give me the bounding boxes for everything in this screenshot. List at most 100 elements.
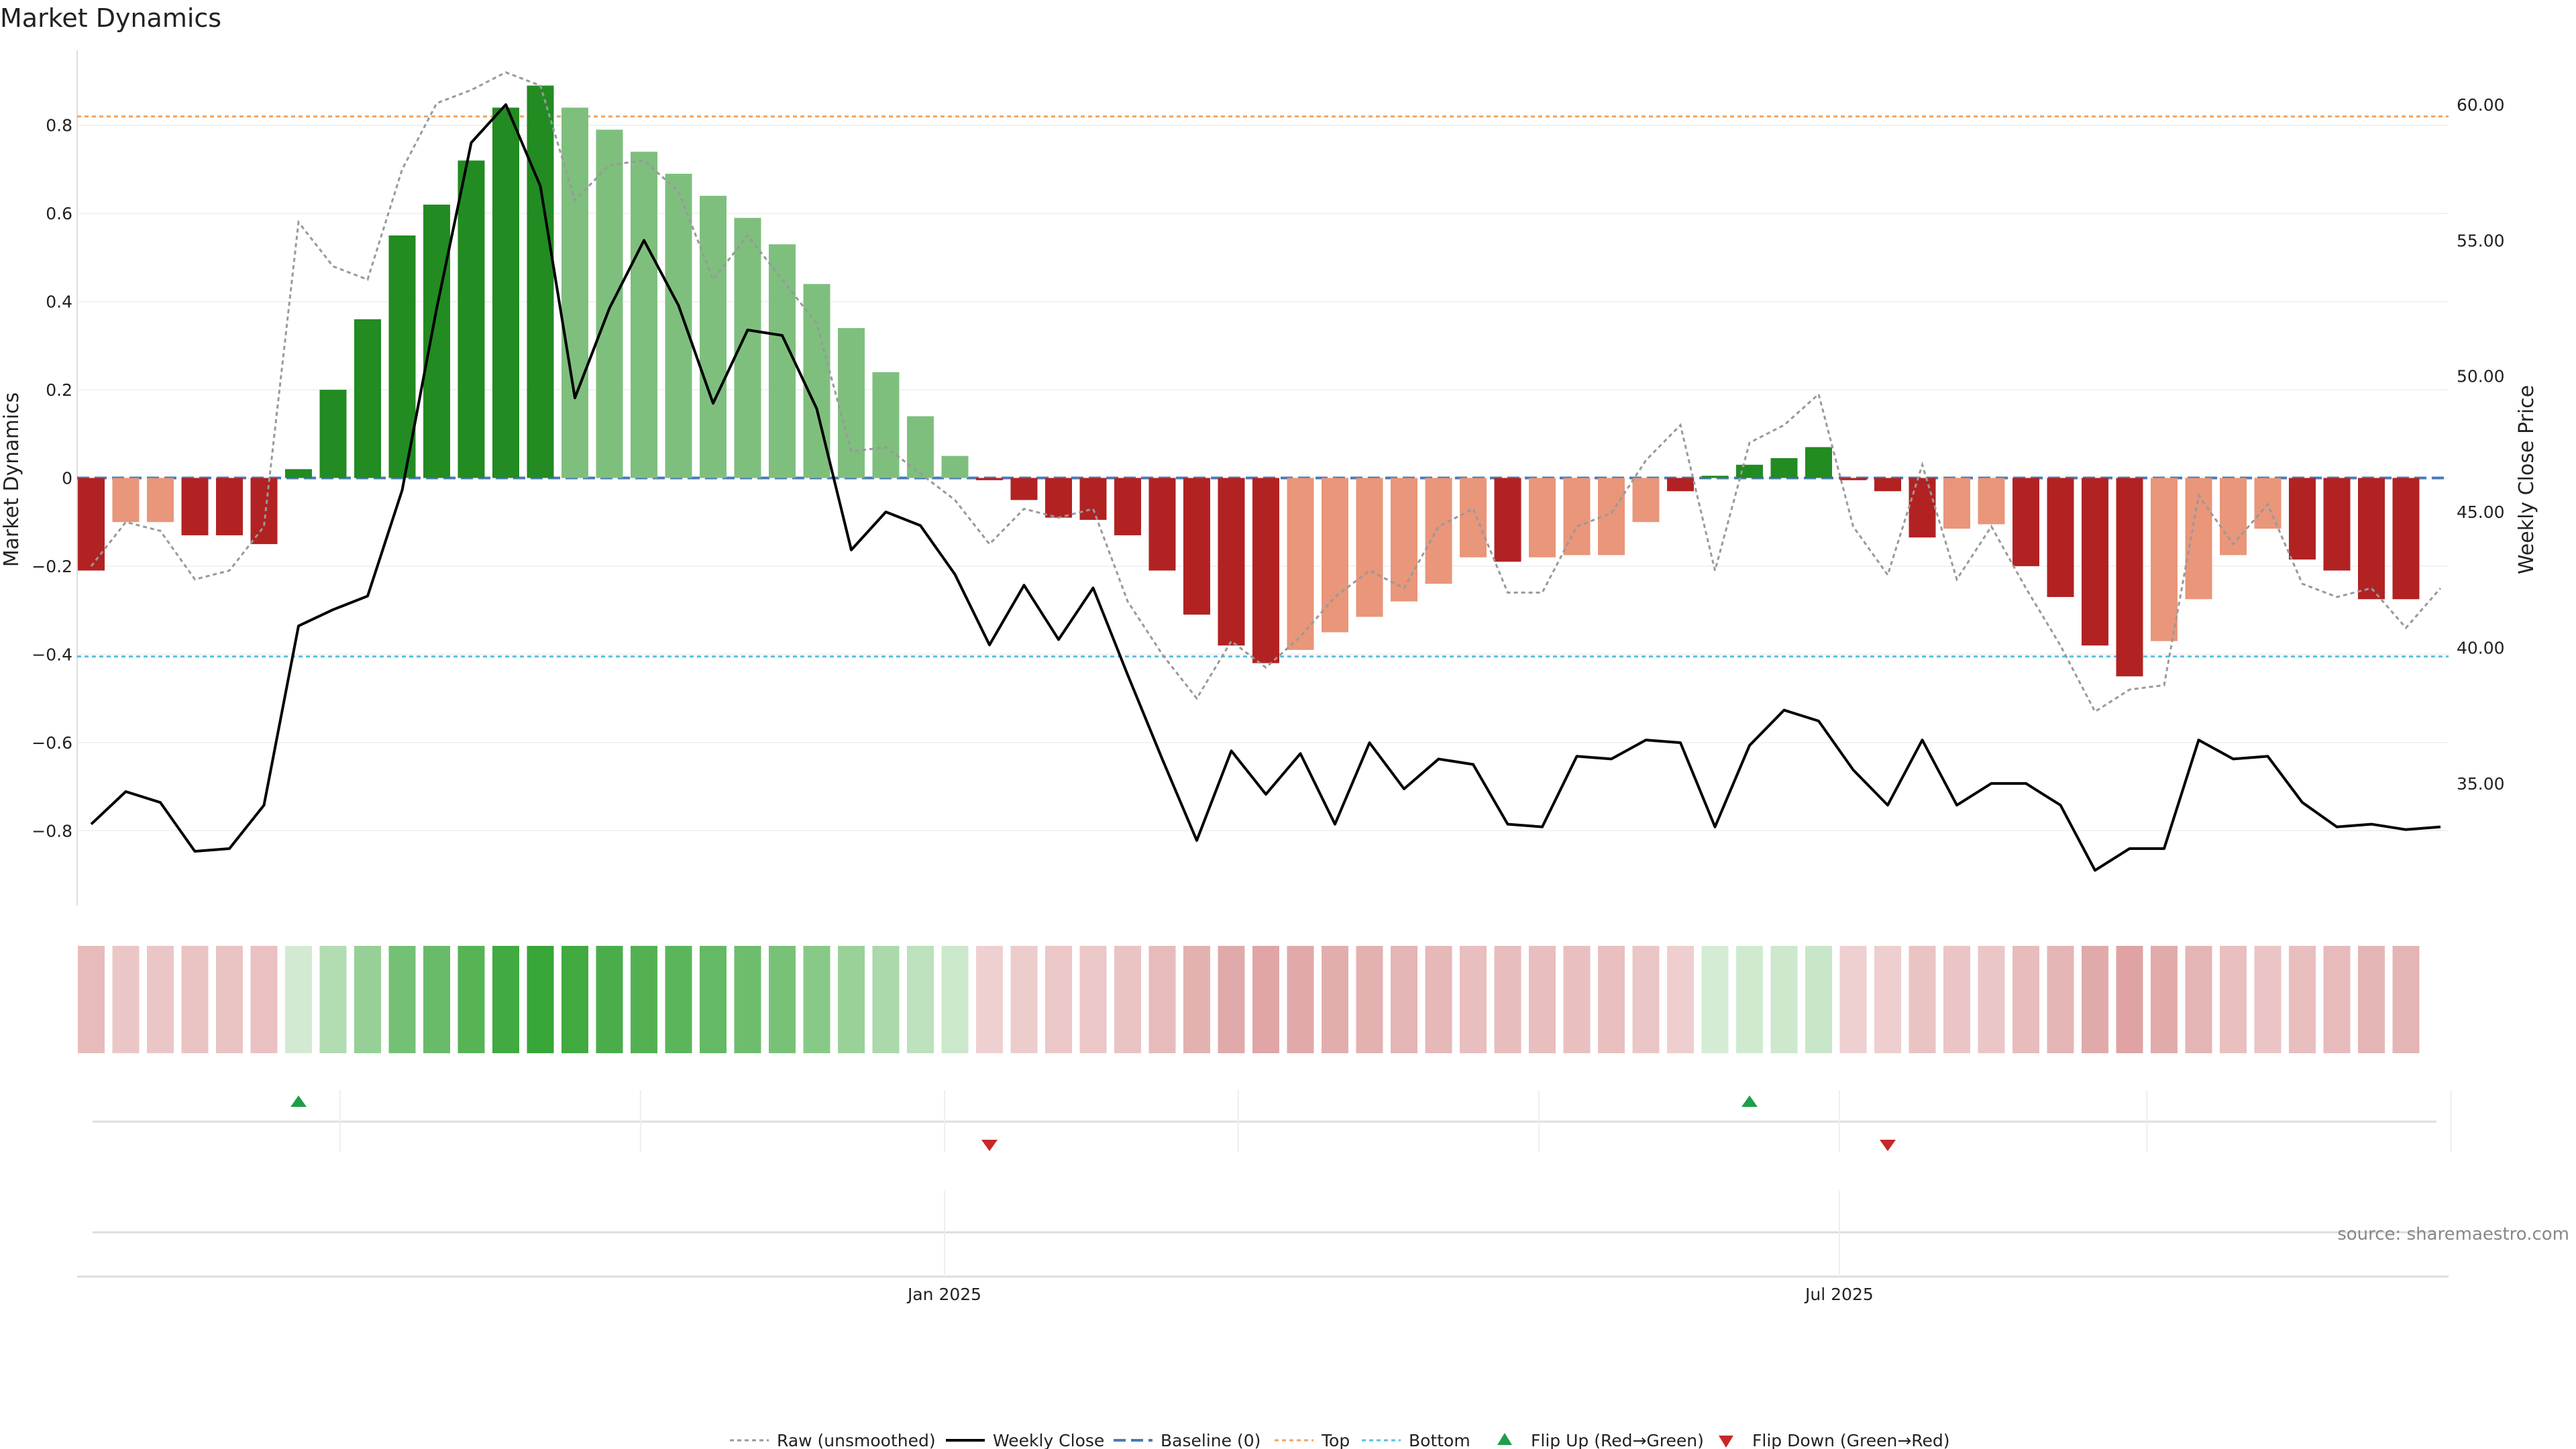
heat-cell	[2220, 946, 2247, 1053]
heat-cell	[561, 946, 588, 1053]
legend-top-label: Top	[1321, 1431, 1350, 1449]
heat-cell	[734, 946, 761, 1053]
heat-cell	[1943, 946, 1970, 1053]
lower-empty-panel	[77, 1231, 2449, 1278]
legend-flip-up-icon	[1497, 1433, 1512, 1445]
heat-cell	[354, 946, 381, 1053]
heat-cell	[1322, 946, 1348, 1053]
right-tick-label: 55.00	[2457, 231, 2505, 250]
momentum-bar	[631, 152, 657, 478]
legend-flip-up-label: Flip Up (Red→Green)	[1531, 1431, 1704, 1449]
momentum-bar	[458, 160, 485, 478]
momentum-bar	[285, 469, 312, 478]
momentum-bar	[2151, 478, 2178, 641]
heat-cell	[458, 946, 485, 1053]
heat-cell	[2151, 946, 2178, 1053]
momentum-bar	[1701, 476, 1729, 478]
heat-cell	[2012, 946, 2039, 1053]
heat-cell	[1287, 946, 1314, 1053]
flip-up-marker	[290, 1095, 307, 1107]
heat-cell	[2047, 946, 2074, 1053]
x-tick-label: Jul 2025	[1804, 1285, 1874, 1304]
heat-cell	[1736, 946, 1763, 1053]
right-y-ticks: 35.00 40.00 45.00 50.00 55.00 60.00	[2457, 95, 2505, 794]
heat-cell	[1391, 946, 1417, 1053]
heat-cell	[527, 946, 554, 1053]
raw-series-line	[90, 71, 2442, 713]
momentum-bar	[78, 478, 105, 571]
left-tick-label: −0.8	[32, 821, 72, 841]
momentum-bar	[596, 129, 623, 478]
momentum-bar	[1079, 478, 1107, 520]
heat-cell	[907, 946, 934, 1053]
right-tick-label: 60.00	[2457, 95, 2505, 115]
legend-bottom-label: Bottom	[1409, 1431, 1470, 1449]
heat-cell	[769, 946, 796, 1053]
heat-cell	[1218, 946, 1245, 1053]
left-axis-label: Market Dynamics	[0, 392, 23, 568]
momentum-bar	[1148, 478, 1176, 571]
heat-cell	[1079, 946, 1107, 1053]
flip-down-marker	[981, 1140, 998, 1151]
heat-cell	[1978, 946, 2005, 1053]
momentum-bar	[2082, 478, 2108, 646]
flip-down-marker	[1880, 1140, 1896, 1151]
momentum-bar	[1183, 478, 1210, 615]
heat-cell	[1114, 946, 1141, 1053]
momentum-bar	[1494, 478, 1521, 562]
heat-cell	[1598, 946, 1625, 1053]
momentum-bar	[1529, 478, 1556, 557]
momentum-bar	[769, 244, 796, 478]
momentum-bar	[1909, 478, 1936, 538]
heat-cell	[665, 946, 692, 1053]
price-and-raw-lines	[90, 71, 2442, 872]
heat-cell	[2254, 946, 2282, 1053]
heat-cell	[216, 946, 243, 1053]
momentum-bar	[354, 319, 381, 478]
flip-up-marker	[1741, 1095, 1758, 1107]
left-tick-label: 0.4	[46, 292, 72, 312]
momentum-bar	[1839, 478, 1867, 480]
x-axis-ticks: Jan 2025 Jul 2025	[906, 1191, 1874, 1304]
legend-flip-down-label: Flip Down (Green→Red)	[1752, 1431, 1950, 1449]
momentum-bar	[1252, 478, 1279, 663]
heat-cell	[1839, 946, 1867, 1053]
left-tick-label: 0.2	[46, 380, 72, 400]
heat-cell	[2185, 946, 2212, 1053]
heat-cell	[2358, 946, 2385, 1053]
flip-signal-panel	[93, 1090, 2452, 1152]
heat-cell	[596, 946, 623, 1053]
momentum-bar	[2220, 478, 2247, 555]
momentum-bar	[2116, 478, 2143, 677]
momentum-heat-strip	[78, 946, 2420, 1053]
momentum-bar	[872, 372, 900, 478]
momentum-bar	[2012, 478, 2039, 566]
momentum-bar	[1874, 478, 1901, 492]
momentum-bar	[492, 107, 519, 478]
heat-cell	[147, 946, 174, 1053]
heat-cell	[492, 946, 519, 1053]
momentum-bars	[78, 85, 2420, 677]
momentum-bar	[181, 478, 209, 535]
momentum-bar	[1978, 478, 2005, 525]
momentum-bar	[700, 195, 727, 478]
heat-cell	[388, 946, 416, 1053]
heat-cell	[112, 946, 140, 1053]
heat-cell	[423, 946, 450, 1053]
heat-cell	[250, 946, 278, 1053]
legend: Raw (unsmoothed) Weekly Close Baseline (…	[730, 1431, 1950, 1449]
heat-cell	[872, 946, 900, 1053]
momentum-bar	[1391, 478, 1417, 602]
momentum-bar	[907, 416, 934, 478]
heat-cell	[1701, 946, 1729, 1053]
momentum-bar	[1287, 478, 1314, 650]
heat-cell	[1494, 946, 1521, 1053]
right-tick-label: 40.00	[2457, 638, 2505, 657]
heat-cell	[976, 946, 1003, 1053]
legend-close-label: Weekly Close	[993, 1431, 1104, 1449]
heat-cell	[1425, 946, 1452, 1053]
momentum-bar	[561, 107, 588, 478]
heat-cell	[1529, 946, 1556, 1053]
momentum-bar	[1010, 478, 1038, 500]
